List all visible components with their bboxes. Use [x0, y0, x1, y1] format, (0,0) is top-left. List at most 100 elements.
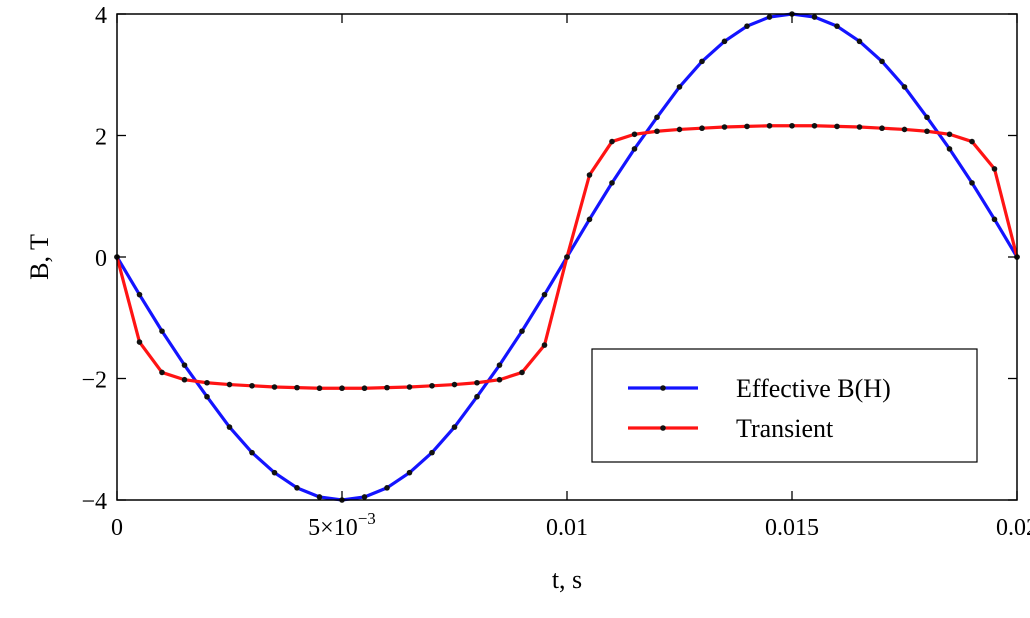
legend-entry-1: Effective B(H)	[628, 374, 891, 403]
series-1-point	[766, 14, 773, 20]
series-2-point	[924, 128, 930, 135]
series-2-point	[136, 339, 143, 345]
series-1-point	[991, 216, 998, 223]
series-2-point	[451, 381, 458, 388]
series-2-point	[811, 122, 818, 129]
y-tick-label: 2	[95, 125, 107, 151]
legend-label: Transient	[736, 414, 834, 443]
legend: Effective B(H) Transient	[591, 348, 978, 463]
legend-entries: Effective B(H) Transient	[628, 374, 891, 443]
series-2-point	[699, 125, 705, 132]
legend-label: Effective B(H)	[736, 374, 891, 403]
series-2-point	[384, 384, 390, 391]
series-2-point	[789, 122, 795, 129]
series-2-point	[429, 382, 435, 389]
series-1-point	[744, 23, 750, 29]
series-2-point	[631, 131, 638, 138]
series-2-point	[879, 125, 885, 132]
series-2-point	[339, 385, 345, 392]
series-1-point	[249, 449, 255, 456]
series-2-point	[406, 384, 413, 390]
series-2-point	[654, 128, 660, 135]
series-1-point	[226, 424, 233, 430]
y-tick-label: 4	[95, 3, 107, 29]
series-2-point	[226, 381, 233, 388]
series-2-point	[541, 342, 548, 348]
series-2-point	[901, 126, 908, 133]
series-2-point	[946, 131, 953, 138]
series-1-point	[699, 58, 705, 65]
series-1-point	[856, 38, 863, 45]
series-2-point	[159, 369, 165, 376]
series-1-point	[384, 485, 390, 491]
series-2-point	[586, 172, 593, 178]
series-1-point	[879, 58, 885, 65]
y-axis-title: B, T	[25, 234, 54, 280]
y-tick-label: −2	[81, 368, 107, 394]
series-2-point	[361, 385, 368, 392]
series-2-point	[969, 138, 975, 145]
series-2-point	[181, 376, 188, 383]
series-1-point	[609, 180, 615, 186]
x-tick-label: 5×10−3	[308, 509, 376, 541]
series-1-point	[721, 38, 728, 45]
series-1-point	[429, 449, 435, 456]
series-1-point	[924, 114, 930, 121]
series-1-point	[136, 291, 143, 298]
series-1-point	[316, 494, 323, 500]
series-1-point	[181, 362, 188, 368]
series-1-point	[541, 291, 548, 298]
series-1-point	[204, 393, 210, 400]
series-1-point	[834, 23, 840, 29]
y-tick-label: −4	[81, 489, 107, 515]
series-2-point	[766, 122, 773, 129]
series-1-point	[969, 180, 975, 186]
series-2	[114, 122, 1020, 392]
series-layer	[114, 11, 1020, 503]
x-tick-label: 0.01	[546, 515, 588, 541]
series-1-point	[271, 469, 278, 476]
series-2-point	[496, 376, 503, 383]
series-1-point	[294, 485, 300, 491]
series-2-point	[294, 384, 300, 391]
series-2-point	[721, 124, 728, 130]
x-axis-title: t, s	[552, 565, 582, 594]
y-tick-label: 0	[95, 246, 107, 272]
series-2-point	[744, 123, 750, 130]
ticks-layer	[116, 13, 1018, 501]
series-2-point	[271, 384, 278, 390]
series-1-point	[654, 114, 660, 121]
series-2-point	[856, 124, 863, 130]
series-1-point	[811, 14, 818, 20]
series-1-point	[451, 424, 458, 430]
series-2-point	[609, 138, 615, 145]
series-1-point	[901, 84, 908, 90]
series-2-point	[991, 166, 998, 172]
series-1-point	[676, 84, 683, 90]
series-1-point	[586, 216, 593, 223]
x-tick-label: 0.015	[765, 515, 819, 541]
series-2-point	[676, 126, 683, 133]
series-1-point	[519, 328, 525, 334]
series-2-point	[316, 385, 323, 392]
series-1-point	[361, 494, 368, 500]
series-1-point	[159, 328, 165, 334]
series-2-point	[474, 379, 480, 386]
series-1-point	[496, 362, 503, 368]
legend-marker	[660, 385, 666, 391]
series-1-point	[631, 146, 638, 152]
legend-entry-2: Transient	[628, 414, 834, 443]
series-2-point	[249, 382, 255, 389]
x-tick-label: 0.02	[996, 515, 1030, 541]
x-tick-label: 0	[111, 515, 123, 541]
legend-box	[591, 348, 978, 463]
series-2-point	[834, 123, 840, 130]
series-2-point	[519, 369, 525, 376]
series-1-point	[406, 469, 413, 476]
series-1-point	[946, 146, 953, 152]
series-1-point	[474, 393, 480, 400]
legend-marker	[660, 425, 666, 431]
series-2-point	[204, 379, 210, 386]
series-2-point	[564, 254, 570, 260]
